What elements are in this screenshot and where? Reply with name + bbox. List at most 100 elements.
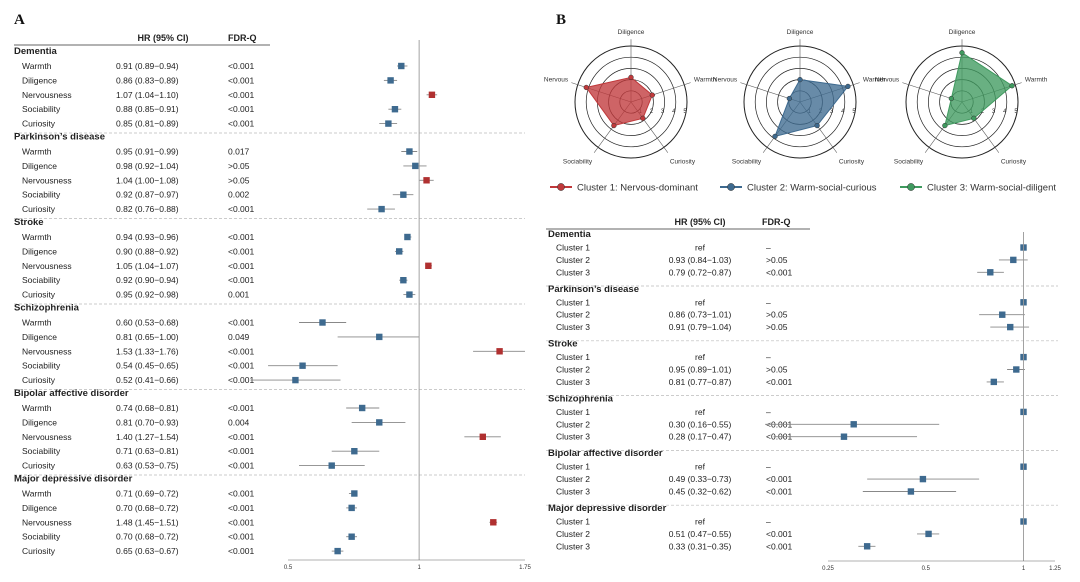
radar-chart: Diligence Warmth Curiosity Sociability Nervo… [544,29,717,166]
panel-a-hr-marker [385,120,392,127]
panel-b-x-tick-label: 0.25 [822,566,834,572]
panel-b-row-cluster: Cluster 3 [556,432,590,442]
radar-axis-label: Warmth [1025,77,1048,84]
radar-axis-label: Sociability [563,158,593,165]
panel-a-row-fdr: <0.001 [228,246,255,256]
radar-tick-label: 5 [852,109,856,115]
panel-a-row-fdr: <0.001 [228,275,255,285]
panel-a-row-hr: 0.85 (0.81−0.89) [116,119,179,129]
panel-b-row-hr: 0.45 (0.32−0.62) [669,487,732,497]
panel-a-hr-marker [376,419,383,426]
panel-b-hr-marker [919,475,927,483]
panel-a-row-trait: Nervousness [22,432,72,442]
panel-a-row-fdr: >0.05 [228,175,250,185]
radar-point [583,84,589,91]
panel-a-row-trait: Diligence [22,75,57,85]
panel-b-hr-marker [987,269,994,276]
panel-b-row-fdr: >0.05 [766,365,788,375]
legend-marker [907,183,915,191]
panel-b-group-title: Schizophrenia [548,393,614,404]
panel-b-row-hr: 0.91 (0.79−1.04) [669,322,732,332]
radar-axis-label: Diligence [787,29,814,36]
panel-b-hr-marker [907,488,915,495]
panel-b-row-hr: 0.93 (0.84−1.03) [669,255,732,265]
panel-a-row-hr: 0.70 (0.68−0.72) [116,532,179,542]
panel-b-row-fdr: – [766,352,771,362]
panel-b-label: B [556,12,566,28]
legend-marker [727,183,735,191]
radar-axis-label: Curiosity [839,158,865,165]
panel-a-row-fdr: <0.001 [228,503,255,513]
panel-a-row-hr: 0.86 (0.83−0.89) [116,75,179,85]
panel-b-row-cluster: Cluster 2 [556,255,590,265]
panel-a-row-fdr: <0.001 [228,375,255,385]
panel-a-hr-marker [292,376,299,384]
panel-b-row-fdr: <0.001 [766,487,793,497]
panel-a-row-trait: Diligence [22,161,57,171]
panel-a-hr-marker [351,448,358,455]
panel-b-row-hr: 0.95 (0.89−1.01) [669,365,732,375]
radar-tick-label: 3 [661,109,665,115]
panel-a-row-hr: 0.82 (0.76−0.88) [116,204,179,214]
panel-b-x-tick-label: 0.5 [922,566,931,572]
panel-a-row-trait: Warmth [22,232,52,242]
panel-b-group-title: Stroke [548,339,578,350]
panel-a-x-tick-label: 1.75 [519,565,531,571]
panel-b-row-fdr: – [766,407,771,417]
radar-point [845,83,851,90]
radar-chart: Diligence Warmth Curiosity Sociability Nervo… [713,29,886,166]
panel-b-row-hr: ref [695,297,706,307]
panel-b-row-cluster: Cluster 1 [556,352,590,362]
panel-a-row-hr: 0.95 (0.91−0.99) [116,147,179,157]
panel-b-row-hr: 0.79 (0.72−0.87) [669,267,732,277]
legend-label: Cluster 1: Nervous-dominant [577,183,698,194]
radar-tick-label: 2 [981,109,985,115]
panel-b-row-cluster: Cluster 3 [556,267,590,277]
radar-point [649,92,655,98]
panel-a-row-trait: Diligence [22,503,57,513]
panel-a-row-hr: 0.81 (0.70−0.93) [116,417,179,427]
panel-b-hr-marker [1013,366,1020,373]
legend-label: Cluster 3: Warm-social-diligent [927,183,1056,194]
panel-a-hr-marker [406,148,413,155]
panel-a-hr-marker [358,404,366,412]
panel-a-hr-marker [378,205,385,213]
panel-a-row-hr: 0.65 (0.63−0.67) [116,546,179,556]
panel-b-hr-marker [999,311,1006,318]
panel-a-row-fdr: 0.017 [228,147,250,157]
panel-a-row-hr: 1.53 (1.33−1.76) [116,346,179,356]
panel-a-row-hr: 1.48 (1.45−1.51) [116,517,179,527]
panel-a-row-trait: Diligence [22,332,57,342]
radar-tick-label: 4 [672,109,676,115]
radar-axis-label: Warmth [863,77,886,84]
panel-b-row-fdr: <0.001 [766,267,793,277]
panel-a-row-trait: Curiosity [22,204,56,214]
panel-b-row-fdr: – [766,243,771,253]
panel-a-row-hr: 1.07 (1.04−1.10) [116,90,179,100]
panel-a-row-hr: 1.05 (1.04−1.07) [116,261,179,271]
panel-a-row-hr: 0.88 (0.85−0.91) [116,104,179,114]
radar-tick-label: 5 [1014,109,1018,115]
radar-axis-label: Sociability [732,158,762,165]
panel-b-hr-marker [863,543,871,550]
panel-a-row-trait: Nervousness [22,261,72,271]
radar-axis-label: Sociability [894,158,924,165]
panel-a-row-fdr: <0.001 [228,75,255,85]
radar-point [628,74,634,81]
radar-series-polygon [774,79,849,138]
radar-axis-label: Nervous [544,77,569,84]
panel-a-row-hr: 0.94 (0.93−0.96) [116,232,179,242]
panel-a-row-trait: Nervousness [22,346,72,356]
panel-b-row-fdr: <0.001 [766,474,793,484]
panel-a-row-fdr: 0.002 [228,190,250,200]
radar-tick-label: 3 [992,109,996,115]
panel-a-hr-marker [334,547,341,555]
radar-point [611,122,617,129]
panel-a-row-trait: Sociability [22,446,61,456]
panel-a-row-hr: 0.92 (0.87−0.97) [116,190,179,200]
panel-a-hr-marker [412,162,419,170]
panel-a-row-hr: 0.92 (0.90−0.94) [116,275,179,285]
panel-a-row-fdr: <0.001 [228,517,255,527]
radar-axis-label: Diligence [949,29,976,36]
panel-b-row-hr: 0.81 (0.77−0.87) [669,377,732,387]
